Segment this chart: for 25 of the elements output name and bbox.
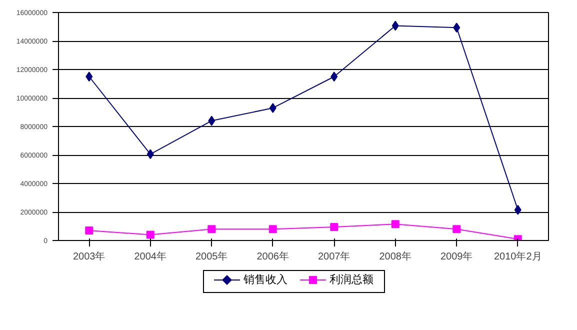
x-tick-label: 2009年 (440, 250, 473, 262)
legend-label: 销售收入 (244, 272, 288, 288)
x-tick-label: 2005年 (196, 250, 228, 262)
point (86, 72, 93, 82)
point (514, 204, 522, 215)
point (208, 116, 216, 126)
x-tick-label: 2004年 (134, 250, 166, 262)
point (146, 230, 154, 239)
point (146, 149, 154, 160)
x-tick-label: 2006年 (256, 250, 289, 262)
point (330, 222, 338, 231)
x-tick-label: 2007年 (318, 250, 350, 262)
x-tick-label: 2003年 (73, 250, 106, 262)
point (269, 102, 276, 113)
x-tick-label: 2008年 (379, 250, 412, 262)
x-tick-label: 2010年2月 (494, 250, 542, 262)
point (85, 226, 94, 235)
legend-label: 利润总额 (330, 272, 374, 288)
point (391, 220, 400, 228)
point (453, 22, 460, 33)
point (392, 20, 399, 31)
point (268, 225, 277, 234)
point (208, 225, 216, 234)
point (452, 225, 461, 234)
point (330, 72, 338, 82)
